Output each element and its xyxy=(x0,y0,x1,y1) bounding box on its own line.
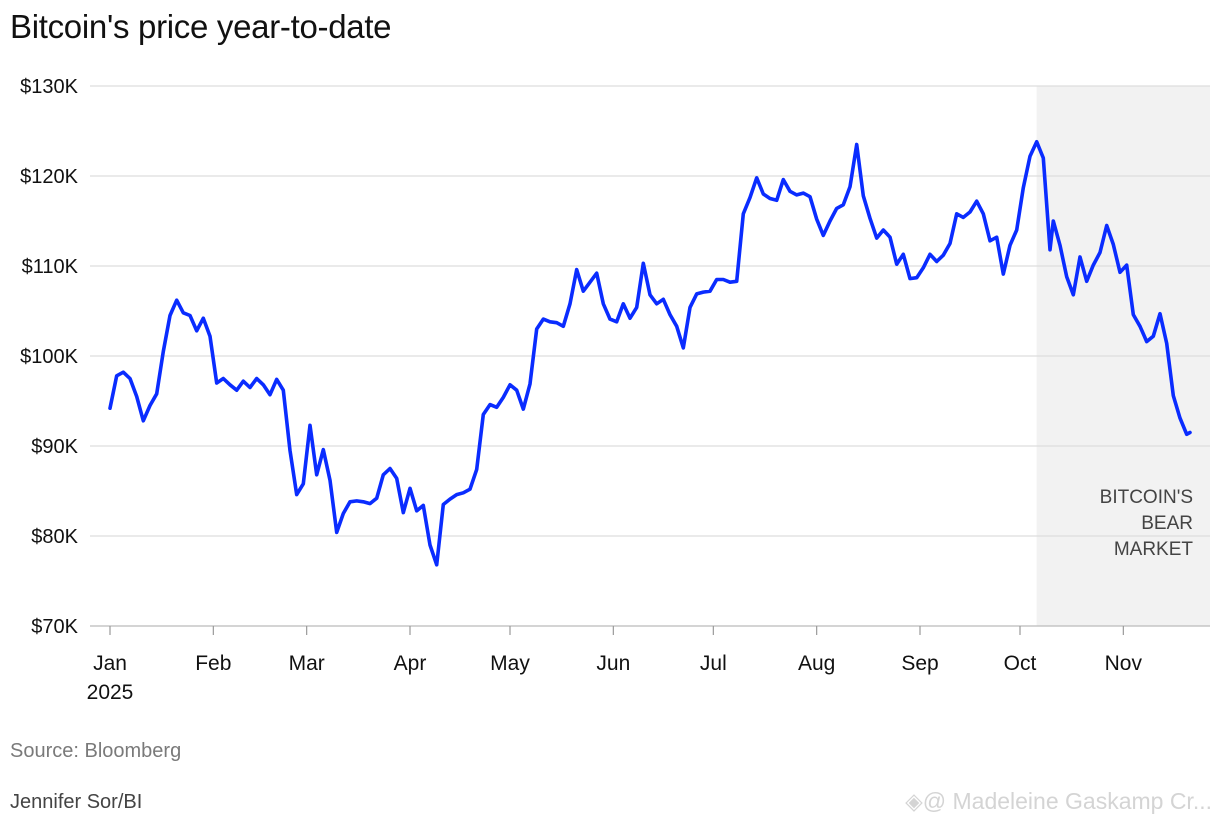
price-line xyxy=(108,140,1192,567)
byline: Jennifer Sor/BI xyxy=(10,791,143,813)
x-tick-label: Jan xyxy=(93,652,127,675)
x-year-label: 2025 xyxy=(87,681,134,704)
chart-title: Bitcoin's price year-to-date xyxy=(10,8,392,45)
x-tick-label: Feb xyxy=(195,652,231,675)
x-tick-label: May xyxy=(490,652,530,675)
x-tick-label: Sep xyxy=(901,652,938,675)
y-tick-label: $100K xyxy=(20,346,78,368)
bear-market-label: MARKET xyxy=(1114,539,1194,560)
x-tick-label: Jul xyxy=(700,652,727,675)
x-tick-label: Oct xyxy=(1004,652,1037,675)
x-tick-label: Nov xyxy=(1105,652,1143,675)
x-tick-label: Jun xyxy=(596,652,630,675)
y-tick-label: $70K xyxy=(31,616,78,638)
x-tick-label: Mar xyxy=(289,652,325,675)
y-tick-label: $120K xyxy=(20,166,78,188)
watermark: ◈@ Madeleine Gaskamp Cr... xyxy=(905,788,1212,814)
source-note: Source: Bloomberg xyxy=(10,740,182,762)
bear-market-label: BEAR xyxy=(1141,513,1193,534)
x-tick-label: Apr xyxy=(394,652,427,675)
y-tick-label: $110K xyxy=(22,256,79,278)
x-tick-label: Aug xyxy=(798,652,835,675)
bear-market-label: BITCOIN'S xyxy=(1100,487,1193,508)
y-tick-label: $80K xyxy=(31,526,78,548)
y-tick-label: $90K xyxy=(31,436,78,458)
y-tick-label: $130K xyxy=(20,76,78,98)
